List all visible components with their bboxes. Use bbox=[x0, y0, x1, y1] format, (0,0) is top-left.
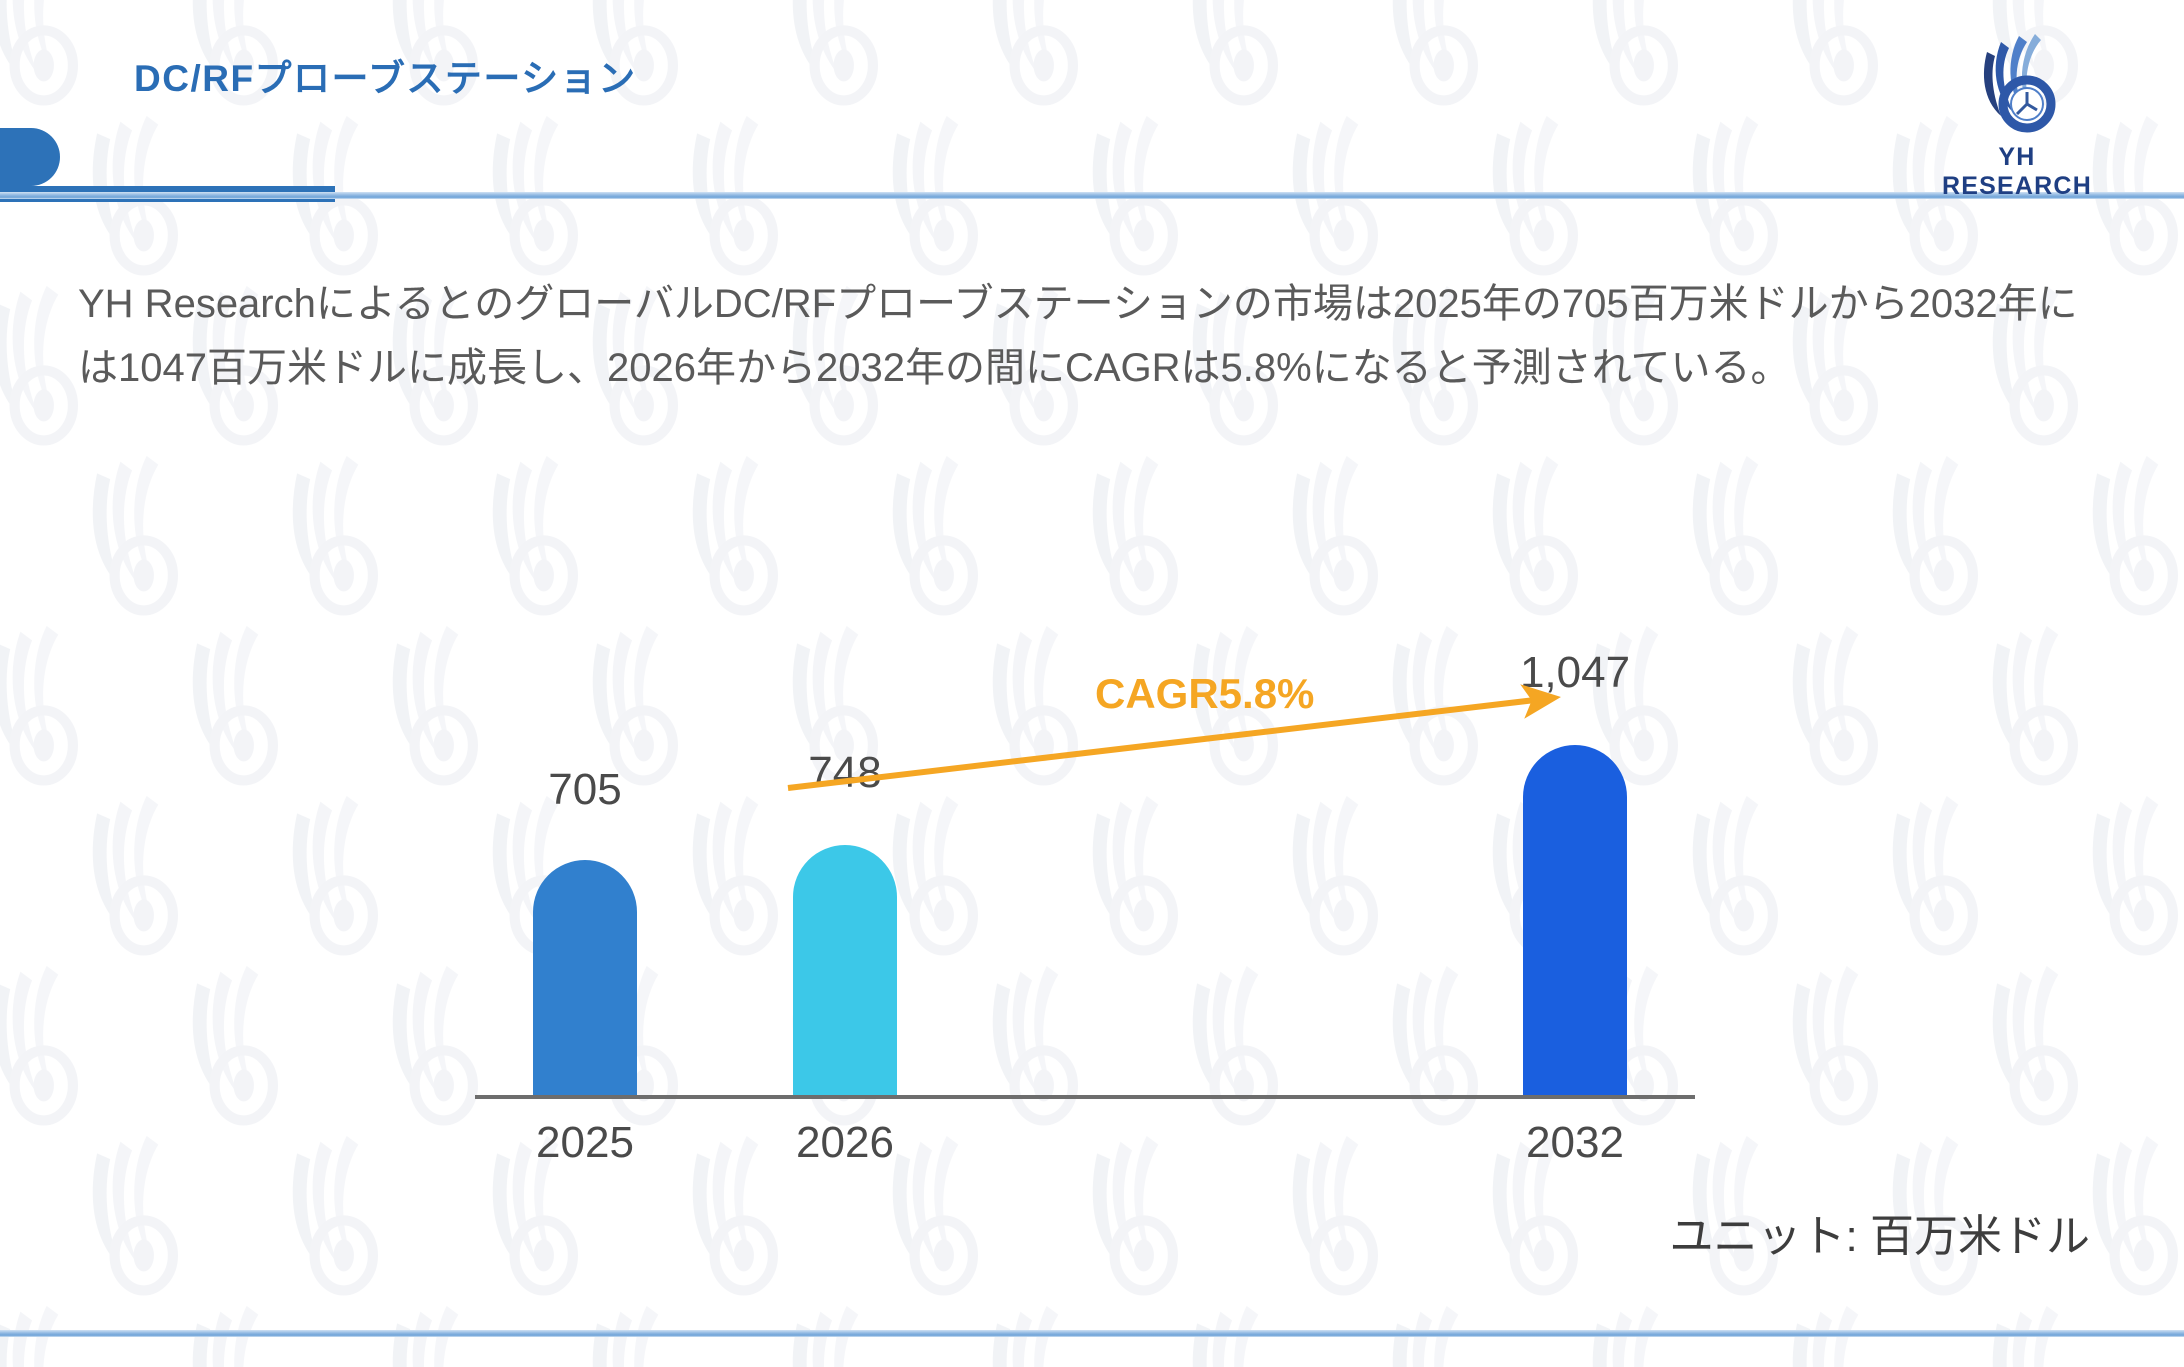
watermark-glyph bbox=[1860, 450, 2010, 625]
slide-header: DC/RFプローブステーション bbox=[0, 0, 2184, 205]
watermark-glyph bbox=[60, 450, 210, 625]
bar-chart: 705 2025 748 2026 1,047 2032 CAGR5.8% bbox=[0, 640, 2184, 1170]
bar-category-2025: 2025 bbox=[536, 1118, 634, 1167]
bar-value-2026: 748 bbox=[808, 748, 882, 797]
cagr-label: CAGR5.8% bbox=[1095, 670, 1315, 717]
bar-category-2032: 2032 bbox=[1526, 1118, 1624, 1167]
chart-axis-line bbox=[475, 1095, 1695, 1099]
watermark-glyph bbox=[1460, 450, 1610, 625]
yh-research-logo: YH RESEARCH bbox=[1932, 30, 2102, 200]
watermark-glyph bbox=[2060, 450, 2184, 625]
watermark-glyph bbox=[1660, 450, 1810, 625]
watermark-glyph bbox=[260, 450, 410, 625]
header-divider bbox=[0, 192, 2184, 199]
watermark-glyph bbox=[460, 450, 610, 625]
bar-2032 bbox=[1523, 745, 1627, 1095]
body-paragraph: YH ResearchによるとのグローバルDC/RFプローブステーションの市場は… bbox=[78, 282, 2078, 390]
watermark-glyph bbox=[860, 450, 1010, 625]
watermark-glyph bbox=[2160, 280, 2184, 455]
unit-note: ユニット: 百万米ドル bbox=[1669, 1212, 2090, 1261]
footer-divider bbox=[0, 1330, 2184, 1337]
logo-leaf-clock-icon bbox=[1983, 34, 2056, 133]
bar-value-2025: 705 bbox=[548, 765, 622, 814]
header-tab-accent bbox=[0, 128, 60, 186]
page-title: DC/RFプローブステーション bbox=[134, 58, 637, 99]
bar-2026 bbox=[793, 845, 897, 1095]
watermark-glyph bbox=[660, 450, 810, 625]
watermark-glyph bbox=[1060, 450, 1210, 625]
logo-text: YH RESEARCH bbox=[1942, 143, 2092, 200]
watermark-glyph bbox=[1260, 450, 1410, 625]
bar-category-2026: 2026 bbox=[796, 1118, 894, 1167]
cagr-arrow-icon bbox=[787, 684, 1561, 791]
bar-2025 bbox=[533, 860, 637, 1095]
